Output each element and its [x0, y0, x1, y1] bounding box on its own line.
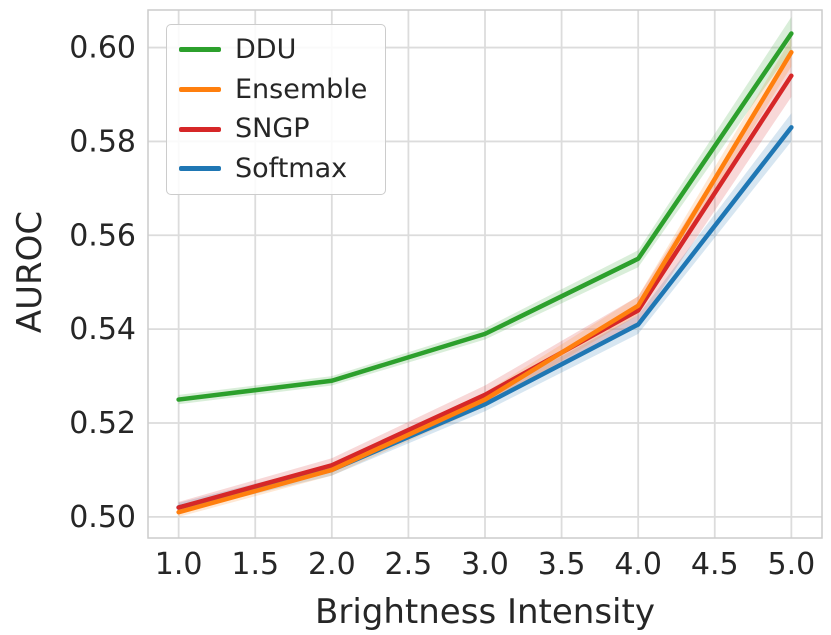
x-tick-label: 5.0	[768, 547, 816, 582]
y-tick-label: 0.60	[69, 31, 136, 66]
y-axis-label: AUROC	[10, 210, 50, 334]
legend-swatch-ddu	[179, 47, 221, 53]
x-tick-label: 2.5	[385, 547, 433, 582]
x-axis-label: Brightness Intensity	[315, 592, 655, 632]
legend-swatch-softmax	[179, 166, 221, 172]
legend-item-softmax: Softmax	[179, 154, 367, 184]
y-tick-label: 0.50	[69, 500, 136, 535]
x-tick-label: 1.5	[231, 547, 279, 582]
series-line-ddu	[176, 31, 794, 402]
y-tick-label: 0.52	[69, 406, 136, 441]
x-tick-label: 4.5	[691, 547, 739, 582]
tick-labels: 1.0 1.5 2.0 2.5 3.0 3.5 4.0 4.5 5.0 0.50 0.52 0.54 0…	[69, 31, 815, 582]
series-group	[176, 17, 794, 517]
series-line-sngp	[176, 73, 794, 510]
chart-legend: DDU Ensemble SNGP Softmax	[166, 24, 387, 195]
legend-item-ddu: DDU	[179, 35, 367, 65]
y-tick-label: 0.58	[69, 124, 136, 159]
legend-label: Ensemble	[235, 73, 368, 105]
y-tick-label: 0.56	[69, 218, 136, 253]
y-tick-label: 0.54	[69, 312, 136, 347]
x-tick-label: 3.5	[538, 547, 586, 582]
legend-item-ensemble: Ensemble	[179, 73, 368, 105]
plot-border	[147, 9, 823, 539]
x-tick-label: 1.0	[155, 547, 203, 582]
legend-item-sngp: SNGP	[179, 114, 367, 144]
legend-swatch-sngp	[179, 126, 221, 132]
legend-label: Softmax	[235, 153, 348, 185]
legend-swatch-ensemble	[179, 87, 221, 93]
series-line-ensemble	[176, 49, 794, 515]
legend-label: DDU	[235, 34, 297, 65]
x-tick-label: 4.0	[614, 547, 662, 582]
x-tick-label: 3.0	[461, 547, 509, 582]
x-tick-label: 2.0	[308, 547, 356, 582]
legend-label: SNGP	[235, 113, 310, 145]
